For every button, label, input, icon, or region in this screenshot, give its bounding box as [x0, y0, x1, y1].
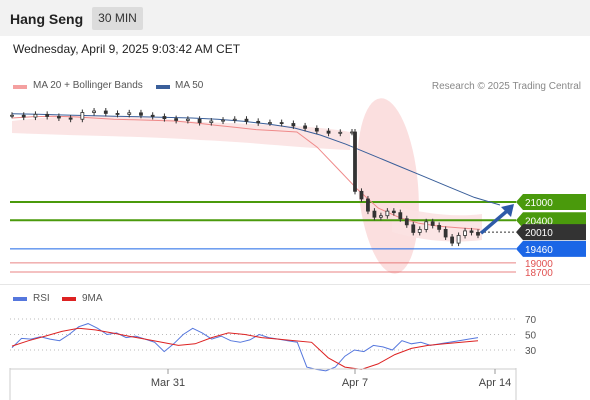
level-label-20010: 20010: [525, 228, 553, 239]
timeframe-button[interactable]: 30 MIN: [92, 7, 143, 30]
rsi-panel-layer: 70 50 30: [10, 314, 537, 372]
candle-body: [209, 120, 214, 123]
candle-body: [68, 117, 73, 120]
candle-body: [115, 113, 120, 115]
candle-body: [476, 232, 480, 236]
candle-body: [378, 215, 383, 218]
candle-body: [353, 131, 357, 192]
level-label-20400: 20400: [525, 216, 553, 227]
candle-body: [404, 218, 409, 226]
candle-body: [221, 119, 225, 122]
candle-body: [366, 198, 370, 212]
level-label-19460: 19460: [525, 245, 553, 256]
chart-header: Hang Seng 30 MIN: [0, 0, 590, 36]
candle-body: [303, 125, 308, 129]
level-label-19000: 19000: [525, 259, 553, 270]
candle-body: [33, 113, 38, 118]
x-tick-label: Apr 7: [342, 377, 368, 389]
candle-body: [56, 116, 61, 119]
candle-body: [244, 118, 249, 122]
candle-body: [437, 225, 442, 230]
rsi-line: [11, 323, 479, 372]
candle-body: [443, 228, 448, 238]
candle-body: [391, 210, 396, 214]
candle-body: [385, 210, 390, 217]
x-tick-label: Mar 31: [151, 377, 185, 389]
x-axis-layer: Mar 31 Apr 7 Apr 14: [9, 368, 517, 400]
candle-body: [92, 110, 96, 113]
candle-body: [185, 118, 190, 121]
rsi-panel-bg: [12, 314, 512, 368]
forecast-arrow-layer: [479, 204, 514, 235]
level-label-18700: 18700: [525, 268, 553, 279]
candle-body: [162, 116, 167, 120]
instrument-title: Hang Seng: [10, 11, 84, 27]
candle-body: [398, 212, 403, 220]
ma20-legend-label: MA 20 + Bollinger Bands: [33, 80, 143, 91]
level-tag-20010: [516, 224, 586, 241]
candle-body: [450, 236, 455, 244]
candle-body: [10, 114, 14, 117]
candle-body: [350, 131, 354, 134]
rsi-tick-30: 30: [525, 346, 537, 357]
candle-body: [232, 118, 237, 121]
candle-body: [268, 122, 272, 124]
candle-body: [456, 235, 461, 244]
candle-body: [103, 110, 108, 114]
level-tag-19460: [516, 240, 586, 257]
candle-body: [326, 130, 331, 134]
candle-body: [314, 127, 319, 132]
ma50-legend-swatch: [156, 85, 170, 89]
ma50-legend-label: MA 50: [175, 80, 204, 91]
candle-body: [424, 221, 429, 230]
date-line: Wednesday, April 9, 2025 9:03:42 AM CET: [13, 42, 241, 56]
rsi-ma-line: [11, 327, 479, 370]
candle-body: [372, 210, 377, 218]
candle-body: [80, 112, 85, 120]
candle-body: [430, 221, 435, 226]
forecast-arrow-head: [501, 204, 514, 217]
candle-body: [469, 230, 474, 233]
rsi-tick-70: 70: [525, 315, 537, 326]
candle-body: [279, 122, 284, 124]
ma9-legend-swatch: [62, 297, 76, 301]
x-tick-label: Apr 14: [479, 377, 511, 389]
candle-body: [359, 190, 364, 200]
bollinger-band-early: [12, 115, 350, 150]
ma9-legend-label: 9MA: [82, 293, 103, 304]
panel-separator: [0, 284, 590, 285]
level-lines-layer: [10, 201, 516, 273]
rsi-tick-50: 50: [525, 331, 537, 342]
candle-body: [197, 118, 202, 123]
ma20-legend-swatch: [13, 85, 27, 89]
candle-body: [338, 131, 343, 134]
candle-body: [256, 120, 261, 124]
candles-layer: [10, 108, 480, 247]
candle-body: [417, 228, 422, 233]
level-label-21000: 21000: [525, 198, 553, 209]
candle-body: [291, 123, 296, 127]
candle-body: [45, 113, 50, 117]
rsi-legend-label: RSI: [33, 293, 50, 304]
credit-text: Research © 2025 Trading Central: [431, 81, 581, 92]
rsi-legend-swatch: [13, 297, 27, 301]
candle-body: [139, 112, 143, 116]
candle-body: [174, 118, 179, 121]
candle-body: [21, 114, 26, 118]
ma50-line: [11, 113, 501, 206]
candle-body: [411, 224, 416, 233]
candle-body: [127, 112, 132, 115]
level-tag-21000: [516, 194, 586, 210]
candle-body: [463, 230, 467, 236]
candle-body: [150, 114, 155, 117]
forecast-arrow-shaft: [479, 209, 509, 235]
